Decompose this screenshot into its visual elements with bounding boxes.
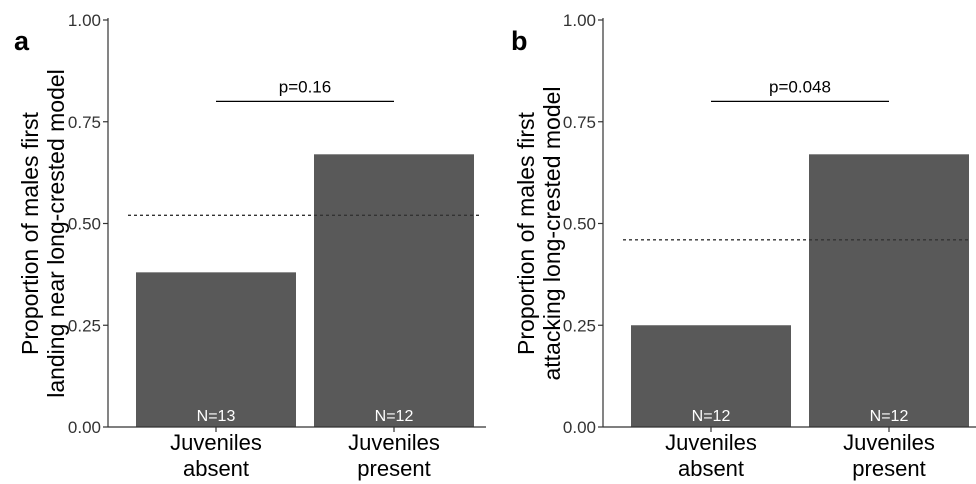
x-category-label-b-1: Juveniles present xyxy=(843,430,935,481)
panel-letter-b: b xyxy=(511,26,528,56)
y-tick-label-b-1: 0.25 xyxy=(563,316,596,335)
p-value-label-b: p=0.048 xyxy=(769,77,831,96)
x-category-label-a-0: Juveniles absent xyxy=(170,430,262,481)
y-axis-title-b: Proportion of males firstattacking long-… xyxy=(513,86,565,380)
y-tick-label-a-3: 0.75 xyxy=(68,113,101,132)
y-tick-label-a-4: 1.00 xyxy=(68,11,101,30)
n-label-b-0: N=12 xyxy=(692,408,731,425)
chart-panel-b: N=12 N=12 0.00 0.25 0.50 0.75 1.00 Juveniles abs… xyxy=(511,11,976,481)
y-tick-label-b-4: 1.00 xyxy=(563,11,596,30)
y-axis-title-a: Proportion of males firstlanding near lo… xyxy=(17,69,69,398)
y-tick-label-a-2: 0.50 xyxy=(68,215,101,234)
bar-b-0 xyxy=(631,325,791,427)
y-tick-label-b-2: 0.50 xyxy=(563,215,596,234)
bar-a-1 xyxy=(314,154,474,427)
bar-a-0 xyxy=(136,272,296,427)
n-label-a-0: N=13 xyxy=(197,408,236,425)
y-tick-label-b-0: 0.00 xyxy=(563,418,596,437)
x-category-label-a-1: Juveniles present xyxy=(348,430,440,481)
n-label-a-1: N=12 xyxy=(375,408,414,425)
y-tick-label-a-0: 0.00 xyxy=(68,418,101,437)
p-value-label-a: p=0.16 xyxy=(279,77,331,96)
n-label-b-1: N=12 xyxy=(870,408,909,425)
panel-letter-a: a xyxy=(14,26,30,56)
bar-b-1 xyxy=(809,154,969,427)
y-tick-label-a-1: 0.25 xyxy=(68,316,101,335)
y-tick-label-b-3: 0.75 xyxy=(563,113,596,132)
chart-panel-a: N=13 N=12 0.00 0.25 0.50 0.75 1.00 Juveniles abs… xyxy=(14,11,486,481)
x-category-label-b-0: Juveniles absent xyxy=(665,430,757,481)
